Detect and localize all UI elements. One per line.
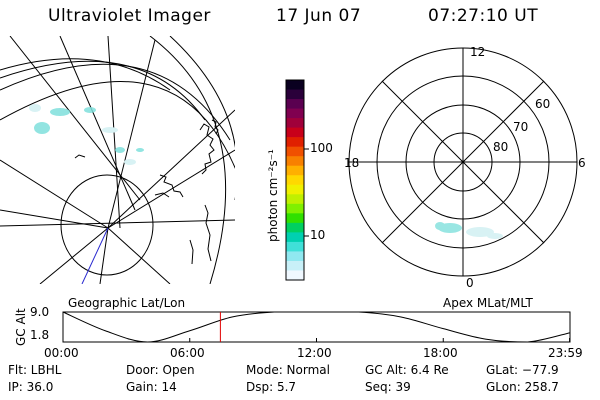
- color-bar-segment: [286, 156, 304, 167]
- polar-aurora-faint: [466, 227, 503, 239]
- info-gc-alt: GC Alt: 6.4 Re: [365, 363, 449, 377]
- mlt-diagonal: [381, 80, 545, 244]
- polar-circle: [60, 174, 154, 276]
- info-seq: Seq: 39: [365, 380, 411, 394]
- altitude-ytick-min: 1.8: [30, 328, 50, 342]
- time-label: 07:27:10 UT: [428, 6, 539, 26]
- color-bar-segment: [286, 260, 304, 272]
- color-bar-segment: [286, 108, 304, 119]
- color-bar-segment: [286, 80, 304, 91]
- latitude-arc: [0, 81, 235, 170]
- colorbar-tick-100: 100: [310, 141, 333, 155]
- coastline: [189, 239, 194, 265]
- color-bar-segment: [286, 232, 304, 243]
- altitude-ylabel: GC Alt: [14, 308, 28, 346]
- coastline: [154, 192, 170, 198]
- info-filter: Flt: LBHL: [8, 363, 62, 377]
- instrument-title: Ultraviolet Imager: [48, 6, 211, 26]
- aurora-emission-faint: [29, 104, 136, 165]
- longitude-line: [59, 36, 136, 211]
- longitude-line: [0, 159, 109, 229]
- color-bar-segment: [286, 251, 304, 262]
- colorbar-unit-label: photon cm⁻²s⁻¹: [266, 149, 280, 242]
- lat-label-60: 60: [535, 97, 551, 111]
- longitude-line: [107, 149, 235, 229]
- altitude-xtick: 23:59: [548, 346, 583, 360]
- lat-label-70: 70: [513, 120, 529, 134]
- color-bar-segment: [286, 146, 304, 157]
- longitude-line: [9, 36, 141, 201]
- color-bar-segment: [286, 127, 304, 138]
- color-bar-segment: [286, 175, 304, 186]
- color-bar-segment: [286, 213, 304, 224]
- date-label: 17 Jun 07: [276, 6, 362, 26]
- altitude-x-ticks: [62, 338, 571, 342]
- info-door: Door: Open: [126, 363, 195, 377]
- longitude-line: [0, 209, 109, 229]
- aurora-emission: [34, 107, 144, 153]
- longitude-line: [39, 227, 109, 284]
- latitude-arc: [0, 60, 206, 121]
- color-bar-segment: [286, 184, 304, 195]
- longitude-line: [107, 39, 156, 229]
- horizon-arc: [149, 36, 227, 284]
- altitude-plot-frame: [62, 311, 571, 343]
- longitude-line: [0, 219, 235, 227]
- info-glat: GLat: −77.9: [486, 363, 559, 377]
- mlt-label-6: 6: [578, 156, 586, 170]
- colorbar-tick-10: 10: [310, 228, 326, 242]
- right-panel-label: Apex MLat/MLT: [443, 296, 533, 310]
- lat-label-80: 80: [493, 140, 509, 154]
- geographic-map: [0, 36, 235, 284]
- latitude-arc: [0, 58, 171, 91]
- coastline: [211, 119, 219, 135]
- left-panel-label: Geographic Lat/Lon: [68, 296, 186, 310]
- mlt-label-12: 12: [470, 45, 486, 59]
- nadir-track: [81, 227, 109, 284]
- mlt-label-18: 18: [344, 156, 360, 170]
- altitude-xtick: 18:00: [423, 346, 458, 360]
- info-mode: Mode: Normal: [246, 363, 330, 377]
- info-dsp: Dsp: 5.7: [246, 380, 297, 394]
- color-bar-frame: [285, 79, 305, 281]
- altitude-xtick: 12:00: [297, 346, 332, 360]
- altitude-xtick: 00:00: [44, 346, 79, 360]
- altitude-xtick: 06:00: [170, 346, 205, 360]
- color-bar-segment: [286, 118, 304, 129]
- color-bar-segment: [286, 270, 304, 281]
- polar-aurora: [435, 222, 462, 233]
- mlt-label-0: 0: [466, 276, 474, 290]
- longitude-line: [107, 109, 235, 229]
- color-bar-segment: [286, 89, 304, 100]
- color-bar-segment: [286, 99, 304, 110]
- coastline: [204, 204, 212, 262]
- info-glon: GLon: 258.7: [486, 380, 559, 394]
- color-bar-segment: [286, 203, 304, 214]
- color-bar-segment: [286, 165, 304, 176]
- latitude-arc: [0, 63, 231, 141]
- info-ip: IP: 36.0: [8, 380, 54, 394]
- coastline: [199, 123, 215, 175]
- color-bar-segment: [286, 241, 304, 253]
- horizon-arc: [169, 36, 235, 200]
- altitude-ytick-max: 9.0: [30, 305, 50, 319]
- altitude-curve: [62, 311, 570, 343]
- longitude-line: [107, 227, 171, 284]
- coastline: [74, 154, 86, 159]
- color-bar: [286, 80, 304, 281]
- polar-plot: [348, 47, 578, 277]
- info-gain: Gain: 14: [126, 380, 177, 394]
- color-bar-segment: [286, 137, 304, 148]
- coastline: [159, 174, 184, 198]
- color-bar-segment: [286, 222, 304, 233]
- color-bar-segment: [286, 194, 304, 205]
